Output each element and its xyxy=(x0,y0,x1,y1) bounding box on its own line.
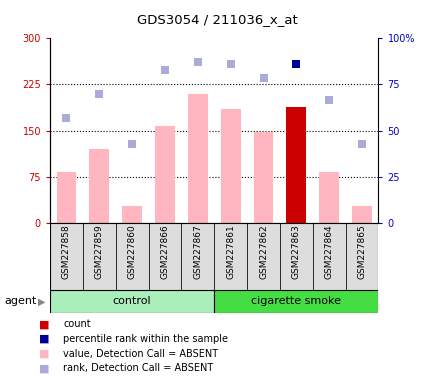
Text: GSM227859: GSM227859 xyxy=(95,225,104,280)
Text: count: count xyxy=(63,319,91,329)
Bar xyxy=(181,223,214,290)
Text: GDS3054 / 211036_x_at: GDS3054 / 211036_x_at xyxy=(137,13,297,26)
Text: GSM227862: GSM227862 xyxy=(258,225,267,280)
Text: cigarette smoke: cigarette smoke xyxy=(251,296,341,306)
Bar xyxy=(214,290,378,313)
Bar xyxy=(352,205,371,223)
Bar xyxy=(187,94,207,223)
Text: ■: ■ xyxy=(39,319,49,329)
Point xyxy=(194,59,201,65)
Text: ■: ■ xyxy=(39,334,49,344)
Text: agent: agent xyxy=(4,296,36,306)
Point xyxy=(260,75,266,81)
Text: GSM227864: GSM227864 xyxy=(324,225,333,280)
Text: control: control xyxy=(112,296,151,306)
Text: rank, Detection Call = ABSENT: rank, Detection Call = ABSENT xyxy=(63,363,213,373)
Bar xyxy=(155,126,174,223)
Point xyxy=(227,61,233,67)
Bar xyxy=(122,205,141,223)
Point xyxy=(128,141,135,147)
Bar xyxy=(247,223,279,290)
Bar xyxy=(319,172,338,223)
Bar xyxy=(253,132,273,223)
Bar xyxy=(50,290,214,313)
Bar xyxy=(279,223,312,290)
Text: ■: ■ xyxy=(39,349,49,359)
Point xyxy=(358,141,365,147)
Bar xyxy=(56,172,76,223)
Text: GSM227863: GSM227863 xyxy=(291,225,300,280)
Bar xyxy=(148,223,181,290)
Point xyxy=(95,91,102,97)
Bar xyxy=(82,223,115,290)
Text: GSM227866: GSM227866 xyxy=(160,225,169,280)
Point xyxy=(63,115,70,121)
Bar xyxy=(89,149,109,223)
Text: GSM227858: GSM227858 xyxy=(62,225,71,280)
Bar xyxy=(220,109,240,223)
Bar xyxy=(50,223,82,290)
Bar xyxy=(214,223,247,290)
Bar xyxy=(345,223,378,290)
Point xyxy=(325,97,332,103)
Text: value, Detection Call = ABSENT: value, Detection Call = ABSENT xyxy=(63,349,218,359)
Text: GSM227867: GSM227867 xyxy=(193,225,202,280)
Bar xyxy=(286,107,306,223)
Bar xyxy=(312,223,345,290)
Point xyxy=(161,67,168,73)
Text: percentile rank within the sample: percentile rank within the sample xyxy=(63,334,227,344)
Text: ■: ■ xyxy=(39,363,49,373)
Text: ▶: ▶ xyxy=(37,296,45,306)
Point xyxy=(292,61,299,67)
Text: GSM227860: GSM227860 xyxy=(127,225,136,280)
Text: GSM227865: GSM227865 xyxy=(357,225,366,280)
Text: GSM227861: GSM227861 xyxy=(226,225,235,280)
Bar xyxy=(115,223,148,290)
